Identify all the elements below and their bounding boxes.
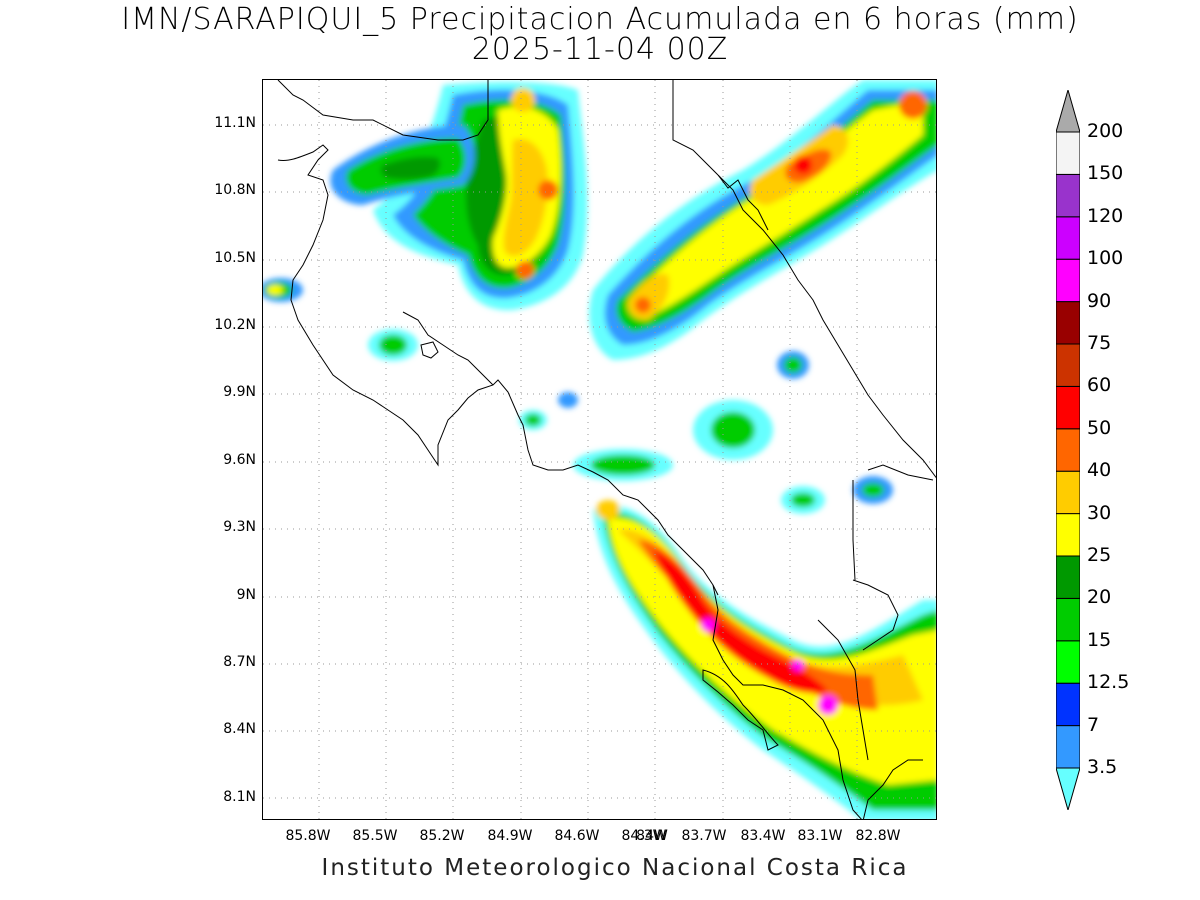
colorbar-box [1056,640,1080,684]
colorbar-box [1056,470,1080,515]
colorbar-label: 50 [1087,416,1112,439]
footer-credit: Instituto Meteorologico Nacional Costa R… [321,855,909,881]
lon-tick-label: 82.8W [855,828,901,844]
lat-tick-label: 9N [236,587,256,603]
lat-tick-label: 8.1N [223,789,256,805]
colorbar-box [1056,258,1080,303]
colorbar-label: 40 [1087,459,1112,482]
precip-field [263,80,936,819]
colorbar-label: 7 [1087,713,1100,736]
lat-tick-label: 9.6N [223,452,256,468]
colorbar-box [1056,725,1080,769]
colorbar-label: 200 [1087,120,1124,142]
precipitation-map [262,79,937,820]
lat-tick-label: 10.5N [214,250,256,266]
colorbar-box [1056,513,1080,557]
colorbar-box [1056,385,1080,430]
colorbar-label: 15 [1087,628,1112,651]
lon-tick-label: 84W [636,828,668,844]
colorbar-label: 150 [1087,162,1124,185]
lon-tick-label: 84.3W [621,828,667,844]
lon-tick-label: 84.6W [554,828,600,844]
map-datetime: 2025-11-04 00Z [471,32,729,67]
colorbar-label: 100 [1087,247,1124,270]
colorbar-box [1056,173,1080,218]
lat-tick-label: 9.9N [223,384,256,400]
lon-tick-label: 85.8W [285,828,331,844]
colorbar-label: 120 [1087,204,1124,227]
colorbar-bottom-arrow [1056,767,1080,810]
colorbar-box [1056,682,1080,727]
colorbar-label: 30 [1087,501,1112,524]
colorbar-top-arrow [1056,90,1080,133]
colorbar-box [1056,301,1080,345]
colorbar-label: 90 [1087,289,1112,312]
colorbar-label: 3.5 [1087,756,1118,778]
colorbar-label: 25 [1087,544,1112,566]
coastlines [277,80,936,819]
lon-tick-label: 83.4W [740,828,786,844]
colorbar-label: 75 [1087,332,1112,354]
lat-tick-label: 8.7N [223,654,256,670]
colorbar-box [1056,216,1080,260]
lon-tick-label: 85.5W [352,828,398,844]
colorbar-label: 20 [1087,586,1112,609]
lat-tick-label: 10.2N [214,317,256,333]
map-title: IMN/SARAPIQUI_5 Precipitacion Acumulada … [121,2,1079,37]
colorbar-box [1056,343,1080,387]
lat-tick-label: 10.8N [214,182,256,198]
lon-tick-label: 83.7W [681,828,727,844]
colorbar-label: 12.5 [1087,671,1130,694]
colorbar-box [1056,597,1080,642]
colorbar-label: 60 [1087,374,1112,397]
lat-tick-label: 11.1N [214,115,256,131]
colorbar-box [1056,428,1080,472]
lat-tick-label: 9.3N [223,519,256,535]
colorbar [1056,90,1080,810]
lon-tick-label: 84.9W [487,828,533,844]
map-canvas [263,80,936,819]
lon-tick-label: 85.2W [419,828,465,844]
colorbar-box [1056,131,1080,175]
colorbar-box [1056,555,1080,599]
lon-tick-label: 83.1W [797,828,843,844]
lat-tick-label: 8.4N [223,721,256,737]
